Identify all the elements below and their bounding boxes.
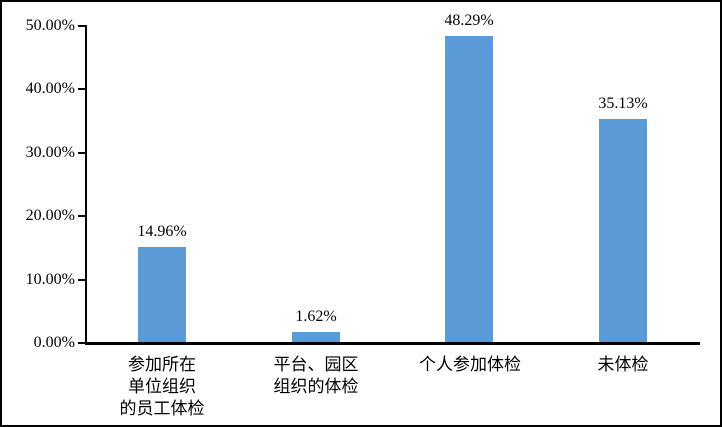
y-axis-tick-label: 30.00%: [25, 143, 75, 161]
y-axis-tick-label: 10.00%: [25, 270, 75, 288]
bar: [445, 36, 493, 342]
y-tick-mark: [78, 342, 85, 344]
y-axis-line: [85, 25, 87, 345]
y-axis-tick-label: 0.00%: [33, 334, 75, 351]
bar: [292, 332, 340, 342]
y-tick-mark: [78, 25, 85, 27]
y-tick-mark: [78, 278, 85, 281]
x-category-label: 未体检: [597, 355, 649, 374]
x-category-label: 参加所在 单位组织 的员工体检: [119, 355, 205, 418]
x-category-label: 平台、园区 组织的体检: [273, 355, 359, 396]
y-tick-mark: [78, 88, 85, 91]
x-category-label: 个人参加体检: [419, 355, 521, 374]
y-tick-mark: [78, 215, 85, 218]
x-axis-line: [85, 342, 700, 345]
bar-value-label: 35.13%: [598, 95, 648, 112]
bar-value-label: 48.29%: [444, 12, 494, 29]
bar: [138, 247, 186, 342]
bar-value-label: 1.62%: [295, 308, 337, 325]
y-axis-tick-label: 50.00%: [25, 17, 75, 34]
y-tick-mark: [78, 151, 85, 154]
y-axis-tick-label: 40.00%: [25, 80, 75, 98]
y-axis-tick-label: 20.00%: [25, 207, 75, 225]
bar-value-label: 14.96%: [137, 223, 187, 240]
bar: [599, 119, 647, 342]
